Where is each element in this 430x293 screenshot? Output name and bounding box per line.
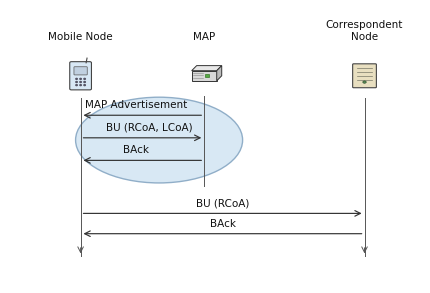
Circle shape: [84, 81, 85, 83]
Text: BAck: BAck: [123, 145, 148, 155]
Circle shape: [84, 85, 85, 86]
Text: Correspondent
Node: Correspondent Node: [325, 20, 402, 42]
FancyBboxPatch shape: [191, 71, 216, 81]
Circle shape: [362, 81, 366, 83]
Text: BAck: BAck: [209, 219, 235, 229]
Circle shape: [80, 85, 81, 86]
FancyBboxPatch shape: [74, 67, 87, 75]
Circle shape: [76, 85, 77, 86]
Text: MAP: MAP: [193, 32, 215, 42]
Circle shape: [80, 81, 81, 83]
Text: MAP Advertisement: MAP Advertisement: [84, 100, 186, 110]
FancyBboxPatch shape: [352, 64, 375, 88]
Bar: [205, 74, 209, 77]
Text: Mobile Node: Mobile Node: [48, 32, 113, 42]
Text: BU (RCoA, LCoA): BU (RCoA, LCoA): [105, 123, 192, 133]
Ellipse shape: [75, 97, 242, 183]
FancyBboxPatch shape: [70, 62, 91, 90]
Polygon shape: [191, 66, 221, 71]
Polygon shape: [216, 66, 221, 81]
Text: BU (RCoA): BU (RCoA): [195, 198, 249, 208]
Circle shape: [76, 81, 77, 83]
